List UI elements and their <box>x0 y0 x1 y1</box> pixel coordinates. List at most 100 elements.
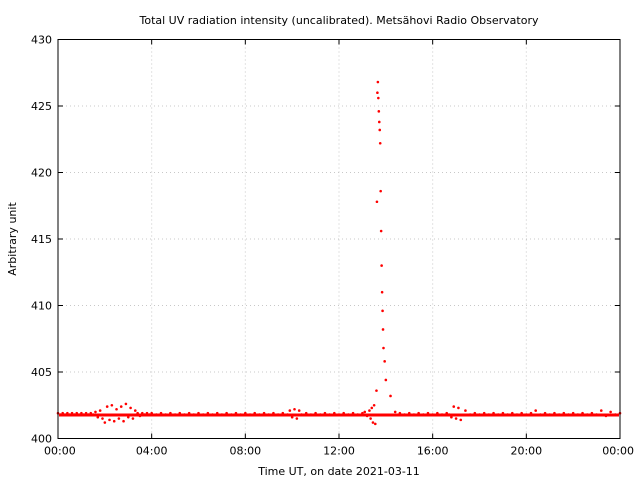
data-point <box>215 411 219 415</box>
data-point <box>133 409 137 412</box>
chart-title: Total UV radiation intensity (uncalibrat… <box>139 14 539 27</box>
data-point <box>159 411 163 415</box>
y-tick-label: 400 <box>31 433 52 446</box>
data-point <box>525 413 528 416</box>
data-point <box>253 411 256 415</box>
x-tick-label: 08:00 <box>229 445 261 458</box>
data-point <box>496 413 500 416</box>
data-point <box>492 411 495 415</box>
data-point <box>281 411 285 415</box>
data-point <box>356 413 360 416</box>
data-point <box>323 411 327 415</box>
data-point <box>595 413 598 416</box>
data-point <box>183 413 186 416</box>
data-point <box>101 417 104 420</box>
data-point <box>155 413 158 416</box>
data-point <box>351 411 355 415</box>
data-point <box>169 411 172 415</box>
y-tick-label: 425 <box>31 100 52 113</box>
data-point <box>244 411 247 415</box>
x-tick-label: 16:00 <box>417 445 449 458</box>
data-point <box>381 328 385 331</box>
data-point <box>211 413 214 416</box>
data-point <box>129 406 132 410</box>
data-point <box>372 403 376 407</box>
data-point <box>141 411 144 415</box>
y-axis-label: Arbitrary unit <box>6 202 19 276</box>
data-point <box>288 409 292 412</box>
data-point <box>571 411 575 415</box>
data-point <box>206 411 210 415</box>
data-point <box>599 409 603 412</box>
data-point <box>347 413 350 416</box>
data-point <box>119 405 123 408</box>
data-point <box>295 417 299 420</box>
data-point <box>393 410 397 414</box>
data-point <box>510 411 514 415</box>
data-point <box>377 96 380 100</box>
data-point <box>464 409 467 412</box>
data-point <box>378 141 382 145</box>
data-point <box>115 407 118 411</box>
data-point <box>148 413 151 416</box>
data-point <box>112 419 116 423</box>
data-point <box>192 413 196 416</box>
data-point <box>376 80 380 84</box>
y-axis: 400 405 410 415 420 425 430 <box>31 34 620 446</box>
y-tick-label: 405 <box>31 366 52 379</box>
data-point <box>459 418 463 422</box>
data-point <box>143 413 146 416</box>
data-point <box>389 394 392 398</box>
data-point <box>407 411 411 415</box>
data-point <box>614 413 617 416</box>
data-point <box>91 413 95 416</box>
x-tick-label: 00:00 <box>602 445 634 458</box>
data-point <box>562 411 566 415</box>
data-point <box>108 418 111 422</box>
data-point <box>262 411 266 415</box>
data-point <box>304 411 308 415</box>
data-point <box>370 406 374 410</box>
data-point <box>506 413 509 416</box>
data-point <box>590 411 594 415</box>
data-point <box>468 413 472 416</box>
data-point <box>220 413 224 416</box>
data-point <box>383 360 386 363</box>
data-point <box>290 415 294 419</box>
data-point <box>501 411 505 415</box>
data-point <box>534 409 537 412</box>
data-point <box>576 413 580 416</box>
data-point <box>164 413 168 416</box>
data-point <box>543 411 547 415</box>
data-point <box>445 411 449 415</box>
x-axis: 00:00 04:00 08:00 12:00 16:00 20:00 00:00 <box>44 39 634 458</box>
data-point <box>70 411 74 415</box>
data-point <box>286 413 289 416</box>
data-point <box>380 290 384 294</box>
data-point <box>368 409 371 412</box>
data-point <box>122 419 125 423</box>
data-point <box>89 411 93 415</box>
data-point <box>384 378 388 382</box>
data-point <box>454 417 458 420</box>
data-point <box>103 421 107 424</box>
data-point <box>379 229 383 233</box>
data-point <box>117 417 121 420</box>
data-point <box>98 409 102 412</box>
data-point <box>187 411 191 415</box>
data-point <box>375 200 379 204</box>
data-point <box>382 346 385 350</box>
data-point <box>585 413 589 416</box>
data-point <box>328 413 331 416</box>
data-point <box>478 413 481 416</box>
data-point <box>150 411 153 415</box>
data-point <box>248 413 252 416</box>
data-point <box>77 413 81 416</box>
data-point <box>276 413 280 416</box>
x-axis-label: Time UT, on date 2021-03-11 <box>257 465 420 478</box>
data-point <box>553 411 556 415</box>
data-point <box>457 406 460 410</box>
data-point <box>363 410 367 414</box>
x-tick-label: 00:00 <box>44 445 76 458</box>
